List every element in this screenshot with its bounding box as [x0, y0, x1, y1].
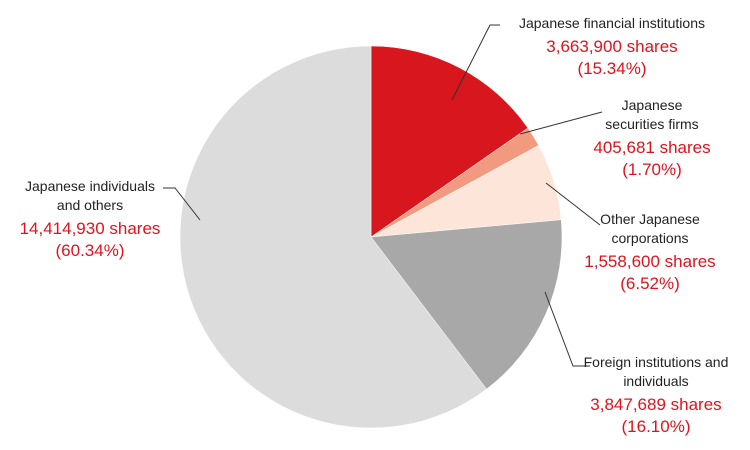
percent-label: (1.70%) [622, 160, 682, 179]
slice-label: Other Japanese corporations 1,558,600 sha… [584, 210, 715, 295]
category-label: Japanese individuals and others [25, 178, 155, 213]
category-label: Japanese financial institutions [518, 15, 705, 31]
pie-slice [370, 219, 563, 390]
leader-line [545, 182, 601, 226]
leader-line [451, 24, 500, 101]
leader-lines [163, 24, 603, 367]
percent-label: (6.52%) [620, 274, 680, 293]
share-label: 3,663,900 shares [546, 37, 678, 56]
category-label: Japanese securities firms [605, 97, 699, 132]
share-label: 1,558,600 shares [584, 252, 716, 271]
share-label: 405,681 shares [593, 138, 711, 157]
category-label: Other Japanese corporations [600, 211, 700, 246]
leader-line [519, 111, 603, 135]
percent-label: (15.34%) [577, 59, 647, 78]
slice-label: Japanese financial institutions 3,663,900… [482, 14, 742, 80]
pie-slice [179, 45, 487, 429]
share-label: 14,414,930 shares [19, 219, 161, 238]
slice-label: Japanese securities firms 405,681 shares (… [593, 96, 710, 181]
share-label: 3,847,689 shares [590, 395, 722, 414]
slice-label: Japanese individuals and others 14,414,93… [13, 177, 168, 262]
percent-label: (60.34%) [55, 241, 125, 260]
leader-line [544, 291, 590, 367]
category-label: Foreign institutions and individuals [583, 354, 729, 389]
pie-slice [370, 45, 529, 238]
leader-line [163, 187, 201, 221]
percent-label: (16.10%) [621, 417, 691, 436]
slice-label: Foreign institutions and individuals 3,84… [579, 353, 734, 438]
